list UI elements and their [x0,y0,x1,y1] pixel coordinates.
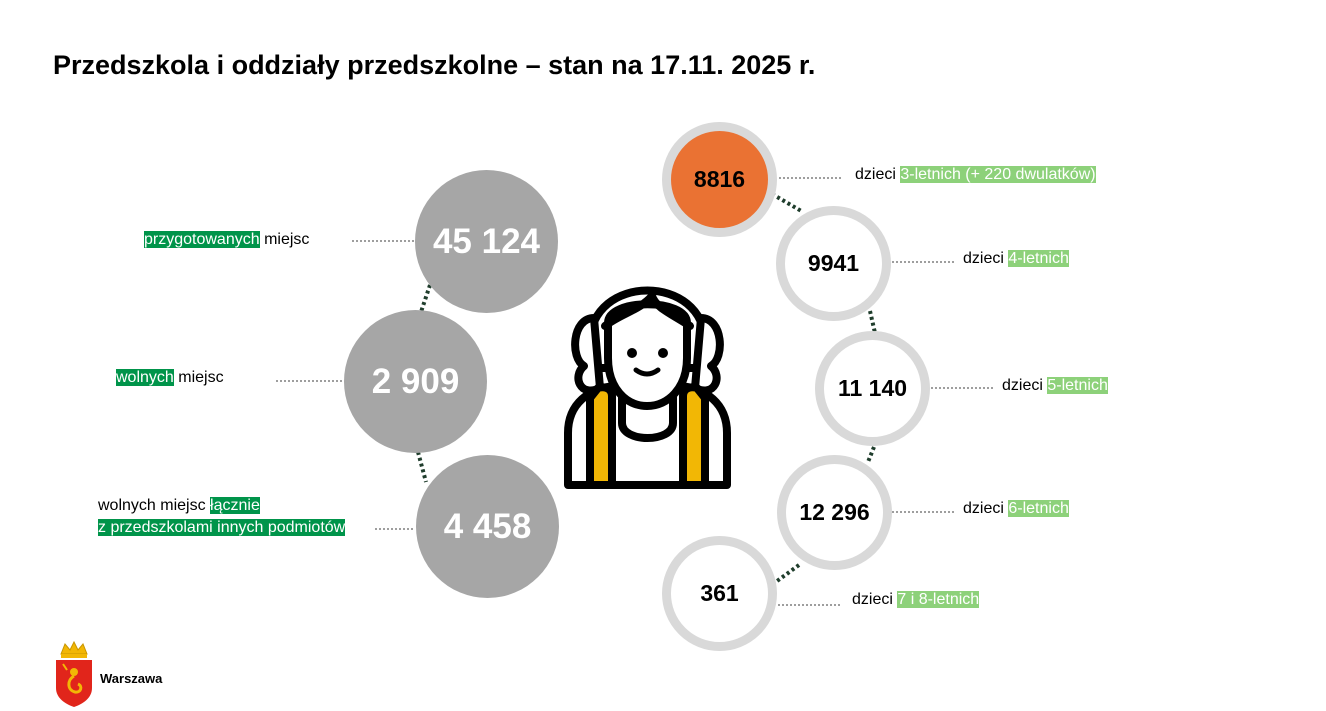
children-6yo-prefix: dzieci [963,500,1009,517]
children-3yo-prefix: dzieci [855,166,901,183]
children-5yo-prefix: dzieci [1002,377,1048,394]
free-places-label: wolnych miejsc [116,367,224,389]
children-7-8yo-highlight: 7 i 8-letnich [897,591,980,608]
children-4yo-circle: 9941 [776,206,891,321]
prepared-places-rest: miejsc [259,231,310,248]
free-places-total-plain: wolnych miejsc [98,497,211,514]
warszawa-logo-text: Warszawa [100,671,163,686]
free-places-circle: 2 909 [344,310,487,453]
children-4yo-label: dzieci 4-letnich [963,248,1069,270]
warsaw-crest-icon [56,640,92,707]
children-6yo-circle: 12 296 [777,455,892,570]
prepared-places-circle: 45 124 [415,170,558,313]
children-5yo-circle: 11 140 [815,331,930,446]
child-with-backpack-icon [564,286,731,489]
free-places-total-highlight-1: łącznie [210,497,260,514]
children-4yo-highlight: 4-letnich [1008,250,1069,267]
children-7-8yo-prefix: dzieci [852,591,898,608]
children-6yo-label: dzieci 6-letnich [963,498,1069,520]
free-places-total-highlight-2: z przedszkolami innych podmiotów [98,519,346,536]
children-4yo-prefix: dzieci [963,250,1009,267]
children-7-8yo-circle: 361 [662,536,777,651]
children-7-8yo-label: dzieci 7 i 8-letnich [852,589,980,611]
children-5yo-highlight: 5-letnich [1047,377,1108,394]
page-title: Przedszkola i oddziały przedszkolne – st… [53,50,816,80]
free-places-total-circle: 4 458 [416,455,559,598]
prepared-places-highlight: przygotowanych [144,231,260,248]
children-3yo-circle: 8816 [662,122,777,237]
children-5yo-label: dzieci 5-letnich [1002,375,1108,397]
prepared-places-label: przygotowanych miejsc [144,229,309,251]
free-places-rest: miejsc [173,369,224,386]
free-places-highlight: wolnych [116,369,174,386]
children-3yo-label: dzieci 3-letnich (+ 220 dwulatków) [855,164,1096,186]
children-6yo-highlight: 6-letnich [1008,500,1069,517]
free-places-total-label: wolnych miejsc łącznie z przedszkolami i… [98,495,346,539]
children-3yo-highlight: 3-letnich (+ 220 dwulatków) [900,166,1096,183]
